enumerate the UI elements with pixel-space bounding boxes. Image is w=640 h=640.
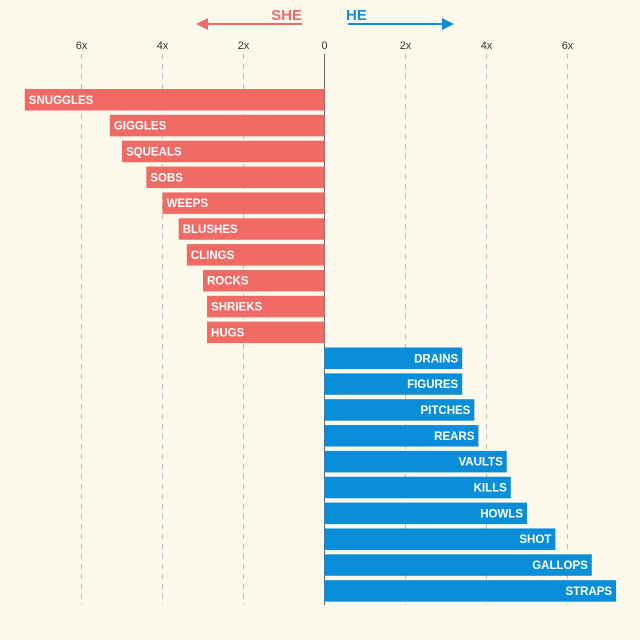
x-tick-label: 4x: [157, 40, 169, 52]
x-tick-label: 6x: [562, 40, 574, 52]
bar-label: SOBS: [150, 172, 183, 184]
bar-label: WEEPS: [167, 198, 209, 210]
she-bar-squeals: [122, 140, 325, 163]
bar-label: HOWLS: [480, 508, 523, 520]
bar-label: SQUEALS: [126, 146, 182, 158]
she-bar-shrieks: [207, 295, 325, 318]
he-direction-label: HE: [346, 7, 367, 24]
she-bar-clings: [186, 244, 325, 266]
bar-label: DRAINS: [414, 353, 458, 365]
x-tick-label: 0: [321, 40, 327, 52]
she-arrow-head: [196, 18, 208, 30]
she-direction-label: SHE: [271, 7, 302, 24]
he-bar-shot: [324, 528, 556, 550]
bar-label: ROCKS: [207, 276, 249, 288]
bar-label: VAULTS: [458, 457, 503, 469]
bar-label: SNUGGLES: [29, 95, 94, 107]
bar-label: SHRIEKS: [211, 302, 262, 314]
she-bar-blushes: [178, 218, 325, 240]
bar-label: SHOT: [519, 534, 551, 546]
bar-label: FIGURES: [407, 379, 458, 391]
she-bar-sobs: [146, 166, 325, 189]
he-bar-kills: [324, 476, 511, 499]
he-bar-howls: [324, 502, 527, 525]
bar-label: KILLS: [474, 483, 508, 495]
bar-label: PITCHES: [421, 405, 471, 417]
she-bar-rocks: [203, 269, 325, 292]
he-bar-drains: [324, 347, 463, 369]
bar-label: BLUSHES: [183, 224, 238, 236]
he-bar-figures: [324, 373, 463, 395]
bar-label: CLINGS: [191, 250, 235, 262]
x-tick-label: 2x: [400, 40, 412, 52]
bar-label: REARS: [434, 431, 475, 443]
he-bar-pitches: [324, 399, 475, 421]
he-arrow-head: [442, 18, 454, 30]
he-bar-vaults: [324, 450, 507, 473]
x-tick-label: 6x: [76, 40, 88, 52]
x-tick-label: 2x: [238, 40, 250, 52]
x-tick-label: 4x: [481, 40, 493, 52]
he-bar-gallops: [324, 554, 592, 576]
she-bar-giggles: [109, 114, 325, 137]
he-bar-straps: [324, 580, 617, 602]
x-axis-ticks: 6x 4x 2x 0 2x 4x 6x: [76, 40, 574, 52]
bars: SNUGGLES GIGGLES SQUEALS SOBS WEEPS BLUSHES CL…: [24, 89, 617, 602]
bar-label: HUGS: [211, 327, 245, 339]
bar-label: GALLOPS: [532, 560, 588, 572]
she-bar-weeps: [162, 192, 325, 214]
bar-label: STRAPS: [565, 586, 612, 598]
he-bar-rears: [324, 425, 479, 447]
she-bar-hugs: [207, 321, 325, 344]
she-bar-snuggles: [24, 89, 325, 111]
direction-indicators: SHE HE: [196, 7, 454, 30]
bar-label: GIGGLES: [114, 121, 167, 133]
